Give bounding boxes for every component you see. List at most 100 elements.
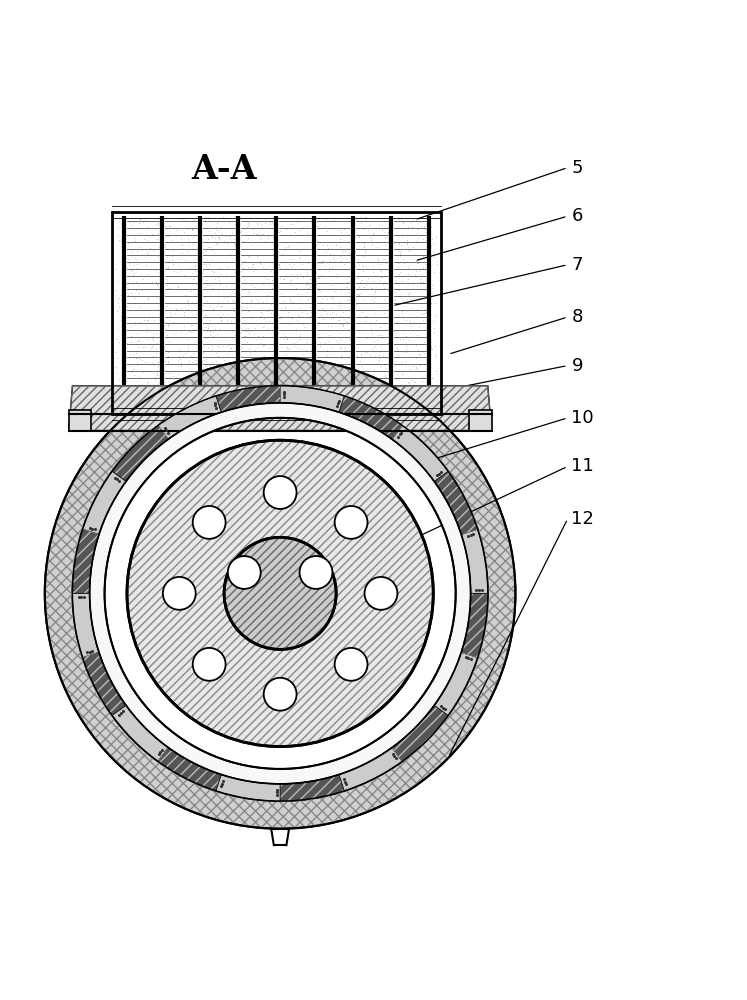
- Point: [333, 399, 345, 415]
- Point: [144, 336, 156, 352]
- Point: [131, 325, 143, 341]
- Point: [304, 380, 316, 396]
- Point: [204, 357, 216, 373]
- Point: [405, 291, 417, 307]
- Point: [242, 215, 254, 231]
- Point: [130, 274, 142, 290]
- Point: [220, 235, 232, 251]
- Point: [152, 374, 164, 390]
- Point: [232, 212, 244, 228]
- Point: [209, 321, 221, 337]
- Point: [203, 388, 215, 404]
- Point: [425, 338, 437, 354]
- Point: [111, 365, 123, 381]
- Point: [273, 220, 285, 236]
- Point: [131, 298, 143, 314]
- Point: [322, 333, 334, 349]
- Point: [359, 244, 371, 260]
- Point: [276, 391, 288, 407]
- Point: [257, 395, 269, 411]
- Point: [186, 222, 198, 238]
- Point: [171, 264, 183, 280]
- Point: [194, 364, 206, 380]
- Point: [269, 246, 281, 262]
- Point: [250, 227, 262, 243]
- Point: [132, 215, 144, 231]
- Point: [421, 364, 433, 380]
- Wedge shape: [90, 403, 471, 784]
- Point: [415, 299, 427, 315]
- Point: [343, 261, 355, 277]
- Point: [403, 374, 415, 390]
- Point: [369, 290, 381, 306]
- Point: [210, 345, 222, 361]
- Point: [409, 212, 421, 228]
- Point: [356, 365, 368, 381]
- Point: [256, 226, 268, 242]
- Point: [212, 269, 224, 285]
- Point: [170, 227, 182, 243]
- Point: [412, 255, 424, 271]
- Point: [158, 362, 170, 378]
- Point: [228, 285, 240, 301]
- Point: [348, 238, 360, 254]
- Point: [344, 250, 356, 266]
- Point: [222, 337, 234, 353]
- Point: [341, 314, 353, 330]
- Point: [316, 255, 328, 271]
- Point: [395, 243, 407, 259]
- Point: [305, 211, 317, 227]
- Point: [408, 314, 420, 330]
- Point: [201, 363, 213, 379]
- Point: [401, 236, 413, 252]
- Point: [303, 299, 315, 315]
- Point: [320, 360, 332, 376]
- Point: [167, 368, 179, 384]
- Point: [426, 341, 438, 357]
- Point: [356, 346, 368, 362]
- Point: [211, 326, 223, 342]
- Point: [279, 364, 291, 380]
- Point: [160, 218, 172, 234]
- Point: [367, 258, 379, 274]
- Point: [359, 309, 371, 325]
- Point: [143, 306, 155, 322]
- Point: [192, 332, 204, 348]
- Point: [196, 270, 208, 286]
- Point: [291, 267, 303, 283]
- Point: [428, 320, 440, 336]
- Point: [233, 215, 245, 231]
- Point: [189, 263, 201, 279]
- Point: [264, 216, 276, 232]
- Point: [197, 265, 209, 281]
- Point: [359, 209, 371, 225]
- Point: [391, 366, 403, 382]
- Circle shape: [264, 476, 297, 509]
- Point: [211, 229, 223, 245]
- Point: [163, 333, 175, 349]
- Point: [309, 364, 320, 380]
- Point: [146, 339, 158, 355]
- Point: [386, 362, 398, 378]
- Point: [176, 358, 187, 374]
- Point: [323, 360, 335, 376]
- Point: [417, 373, 429, 389]
- Point: [294, 213, 306, 229]
- Point: [337, 210, 349, 226]
- Point: [193, 228, 205, 244]
- Point: [359, 209, 371, 225]
- Point: [275, 308, 287, 324]
- Point: [421, 229, 433, 245]
- Point: [217, 352, 229, 368]
- Point: [329, 374, 341, 390]
- Point: [306, 327, 317, 343]
- Point: [229, 399, 241, 415]
- Point: [412, 342, 424, 358]
- Point: [182, 331, 194, 347]
- Point: [352, 381, 364, 397]
- Point: [406, 212, 418, 228]
- Point: [131, 373, 143, 389]
- Point: [326, 294, 338, 310]
- Point: [371, 332, 382, 348]
- Point: [409, 267, 421, 283]
